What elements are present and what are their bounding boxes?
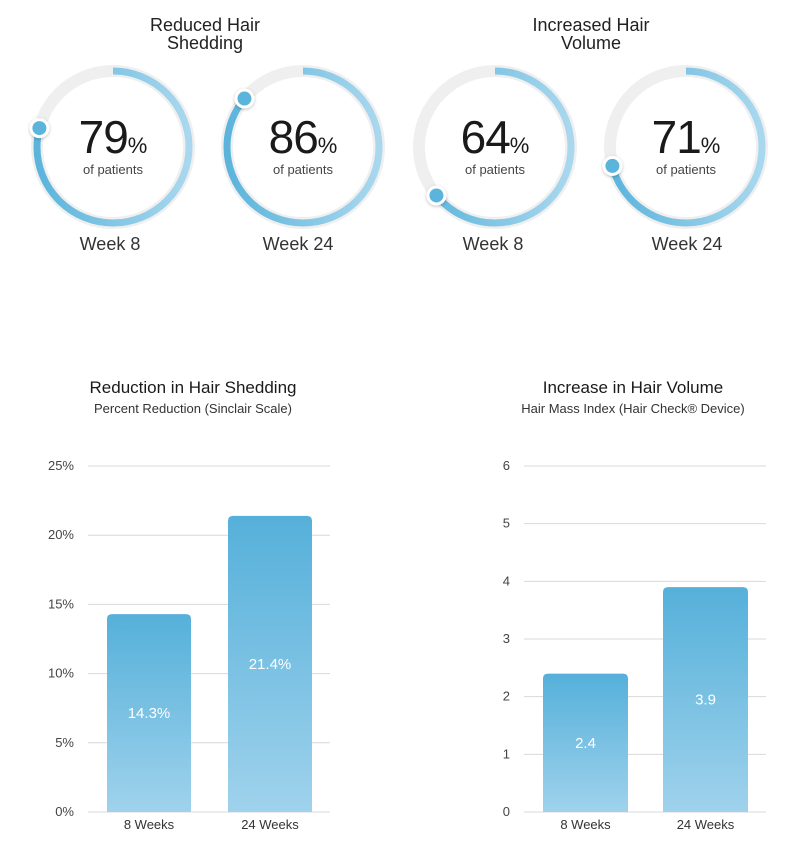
gauge-value: 71 xyxy=(651,111,702,163)
group-title-shedding: Reduced Hair Shedding xyxy=(105,16,305,52)
bar xyxy=(543,673,628,812)
gauge-progress-arc xyxy=(33,67,193,227)
group-title-line: Reduced Hair xyxy=(149,15,261,35)
group-title-line: Increased Hair xyxy=(532,15,650,35)
gauge-percentage: 86% xyxy=(218,114,388,169)
y-tick-label: 1 xyxy=(503,746,510,761)
gauge-face xyxy=(614,75,758,219)
y-tick-label: 0 xyxy=(503,804,510,819)
gauge-volume-week24: 71% of patients xyxy=(601,62,771,232)
gauge-unit: % xyxy=(509,133,530,158)
y-tick-label: 0% xyxy=(55,804,74,819)
bar xyxy=(228,515,312,812)
gauge-knob-dot xyxy=(32,121,47,136)
gauge-caption: of patients xyxy=(656,162,716,177)
gauge-face xyxy=(423,75,567,219)
chart-title-shedding: Reduction in Hair Shedding xyxy=(89,378,297,397)
gauge-percentage: 79% xyxy=(28,114,198,169)
group-title-line: Shedding xyxy=(166,33,244,53)
gauge-ring xyxy=(29,65,195,229)
gauge-volume-week8: 64% of patients xyxy=(410,62,580,232)
gauge-face xyxy=(41,75,185,219)
bar xyxy=(663,587,748,812)
gauge-face xyxy=(231,75,375,219)
gauge-value: 86 xyxy=(268,111,319,163)
y-tick-label: 3 xyxy=(503,631,510,646)
x-category-label: 24 Weeks xyxy=(677,817,735,832)
y-tick-label: 5 xyxy=(503,516,510,531)
gauge-percentage: 71% xyxy=(601,114,771,169)
y-tick-label: 25% xyxy=(48,458,74,473)
y-tick-label: 5% xyxy=(55,735,74,750)
group-title-line: Volume xyxy=(560,33,622,53)
chart-subtitle-volume: Hair Mass Index (Hair Check® Device) xyxy=(521,401,745,416)
x-category-label: 24 Weeks xyxy=(241,817,299,832)
week-label: Week 8 xyxy=(462,234,524,254)
bar-value-label: 2.4 xyxy=(575,735,596,752)
bar-value-label: 3.9 xyxy=(695,692,716,709)
gauge-progress-arc xyxy=(223,67,383,227)
y-tick-label: 2 xyxy=(503,689,510,704)
chart-subtitle-shedding: Percent Reduction (Sinclair Scale) xyxy=(94,401,292,416)
week-label: Week 8 xyxy=(79,234,141,254)
gauge-unit: % xyxy=(317,133,338,158)
bar-value-label: 21.4% xyxy=(249,656,292,673)
gauge-value: 79 xyxy=(78,111,129,163)
chart-title-volume: Increase in Hair Volume xyxy=(542,378,724,397)
gauge-knob-dot xyxy=(429,188,444,203)
gauge-caption: of patients xyxy=(465,162,525,177)
gauge-unit: % xyxy=(700,133,721,158)
gauge-progress-arc xyxy=(415,67,575,227)
gauge-shedding-week24: 86% of patients xyxy=(218,62,388,232)
gauge-unit: % xyxy=(127,133,148,158)
x-category-label: 8 Weeks xyxy=(124,817,175,832)
gauge-knob-dot xyxy=(605,158,620,173)
gauge-ring xyxy=(221,65,385,229)
gauge-progress-arc xyxy=(606,67,766,227)
y-tick-label: 15% xyxy=(48,596,74,611)
gauge-ring xyxy=(602,65,768,229)
group-title-volume: Increased Hair Volume xyxy=(491,16,691,52)
gauge-caption: of patients xyxy=(83,162,143,177)
y-tick-label: 4 xyxy=(503,573,510,588)
gauge-caption: of patients xyxy=(273,162,333,177)
gauge-percentage: 64% xyxy=(410,114,580,169)
bar xyxy=(107,614,191,812)
x-category-label: 8 Weeks xyxy=(560,817,611,832)
y-tick-label: 6 xyxy=(503,458,510,473)
week-label: Week 24 xyxy=(262,234,334,254)
y-tick-label: 20% xyxy=(48,527,74,542)
week-label: Week 24 xyxy=(651,234,723,254)
y-tick-label: 10% xyxy=(48,666,74,681)
gauge-knob-dot xyxy=(237,91,252,106)
gauge-ring xyxy=(413,65,577,229)
bar-value-label: 14.3% xyxy=(128,705,171,722)
gauge-shedding-week8: 79% of patients xyxy=(28,62,198,232)
gauge-value: 64 xyxy=(460,111,511,163)
